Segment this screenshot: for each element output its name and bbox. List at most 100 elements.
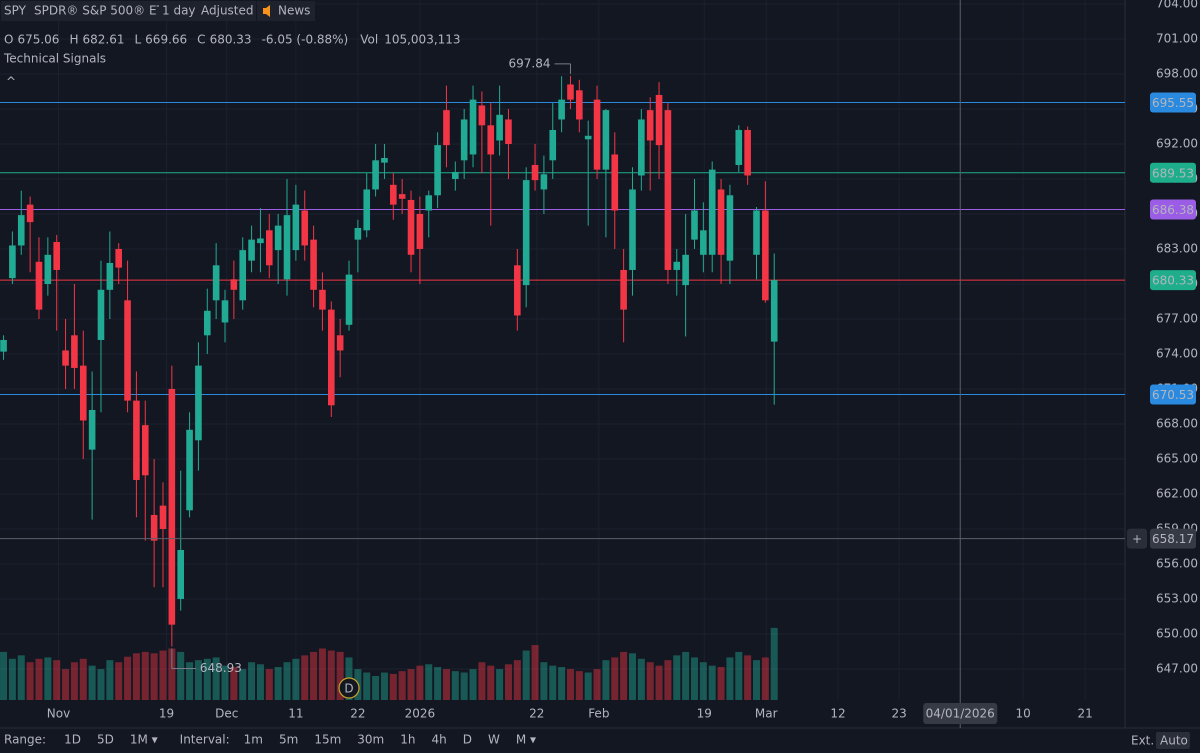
x-tick-label: 2026	[405, 707, 436, 721]
candle-body	[363, 189, 371, 231]
candle-body	[159, 505, 167, 529]
volume-bar	[380, 672, 388, 700]
y-tick-label: 656.00	[1156, 556, 1198, 570]
candle-body	[549, 129, 557, 161]
volume-bar	[434, 667, 442, 700]
legend-value: 682.61	[82, 33, 124, 47]
candle-body	[469, 99, 477, 155]
y-tick-label: 662.00	[1156, 486, 1198, 500]
candle-body	[398, 194, 406, 199]
candle-body	[646, 110, 654, 141]
interval-button[interactable]: 1h	[400, 733, 415, 747]
range-button[interactable]: 1M ▾	[130, 733, 158, 747]
event-badge[interactable]	[338, 677, 360, 699]
interval-button[interactable]: M ▾	[516, 733, 536, 747]
crosshair-plus[interactable]: +	[1132, 532, 1142, 546]
interval-button[interactable]: D	[463, 733, 472, 747]
level-label: 695.55	[1152, 96, 1194, 110]
x-tick-label: 23	[891, 707, 906, 721]
volume-bar	[752, 660, 760, 700]
volume-bar	[637, 658, 645, 700]
x-tick-label: Nov	[47, 707, 70, 721]
candle-body	[558, 99, 565, 120]
candle-body	[682, 254, 689, 286]
volume-bar	[70, 662, 78, 700]
candle-body	[673, 261, 681, 270]
candle-body	[9, 245, 16, 279]
range-button[interactable]: 5D	[97, 733, 114, 747]
ext-button[interactable]: Ext.	[1131, 734, 1154, 748]
candle-body	[487, 125, 495, 155]
header-box[interactable]	[257, 1, 315, 21]
event-badge-text[interactable]: D	[344, 682, 353, 696]
x-tick-label: 19	[159, 707, 174, 721]
candle-body	[691, 210, 698, 240]
marks	[0, 75, 1125, 700]
header-text[interactable]: Adjusted	[201, 4, 254, 18]
header-box[interactable]	[159, 1, 199, 21]
interval-button[interactable]: 4h	[432, 733, 447, 747]
volume-bar	[540, 662, 548, 700]
annotation-label: 648.93	[200, 661, 242, 675]
volume-bar	[717, 667, 725, 700]
volume-bar	[487, 665, 495, 700]
header-text[interactable]: News	[278, 4, 310, 18]
header-text[interactable]: 1 day	[162, 4, 196, 18]
volume-bar	[584, 672, 592, 700]
level-label-box	[1150, 270, 1196, 291]
candle-body	[416, 213, 424, 249]
annotation-label: 697.84	[508, 56, 550, 70]
volume-bar	[53, 660, 61, 700]
auto-button[interactable]: Auto	[1160, 734, 1188, 748]
candle-body	[602, 110, 610, 170]
candle-body	[53, 241, 60, 270]
interval-button[interactable]: 5m	[279, 733, 298, 747]
auto-box[interactable]	[1156, 732, 1190, 749]
interval-button[interactable]: 1m	[244, 733, 263, 747]
header-box[interactable]	[31, 1, 159, 21]
candle-body	[336, 335, 344, 351]
level-label: 680.33	[1152, 274, 1194, 288]
range-button[interactable]: 1D	[64, 733, 81, 747]
legend-value: 669.66	[145, 33, 187, 47]
header-text[interactable]: SPDR® S&P 500® ETF	[34, 4, 171, 18]
volume-bar	[425, 664, 433, 700]
toolbar-bg	[0, 729, 1200, 749]
candle-body	[168, 388, 176, 625]
legend-vol-key: Vol	[360, 33, 378, 47]
x-tick-label: 22	[529, 707, 544, 721]
candle-body	[505, 119, 512, 144]
candle-body	[407, 199, 415, 255]
interval-button[interactable]: 30m	[357, 733, 384, 747]
indicator-name[interactable]: Technical Signals	[3, 52, 106, 66]
y-tick-label: 674.00	[1156, 346, 1198, 360]
volume-bar	[17, 655, 25, 700]
candle-body	[443, 110, 450, 146]
header-box[interactable]	[1, 1, 31, 21]
header-text[interactable]: SPY	[4, 4, 27, 18]
collapse-toggle[interactable]: ^	[6, 75, 16, 89]
y-tick-label: 650.00	[1156, 626, 1198, 640]
volume-bar	[575, 671, 583, 700]
volume-bar	[496, 669, 504, 700]
candle-body	[265, 230, 273, 266]
volume-bar	[549, 665, 557, 700]
volume-bar	[416, 665, 424, 700]
candle-body	[71, 335, 78, 368]
candle-body	[141, 425, 149, 476]
candle-body	[133, 400, 140, 480]
volume-bar	[478, 662, 486, 700]
candle-body	[44, 254, 52, 284]
volume-bar	[318, 648, 326, 700]
level-label-box	[1150, 384, 1196, 405]
candle-body	[620, 269, 627, 310]
x-tick-label: 19	[697, 707, 712, 721]
level-label-box	[1150, 199, 1196, 220]
interval-button[interactable]: 15m	[314, 733, 341, 747]
header-box[interactable]	[198, 1, 256, 21]
candle-body	[460, 119, 468, 161]
crosshair-plus-box[interactable]	[1127, 528, 1147, 549]
candle-body	[257, 238, 264, 244]
interval-button[interactable]: W	[488, 733, 500, 747]
